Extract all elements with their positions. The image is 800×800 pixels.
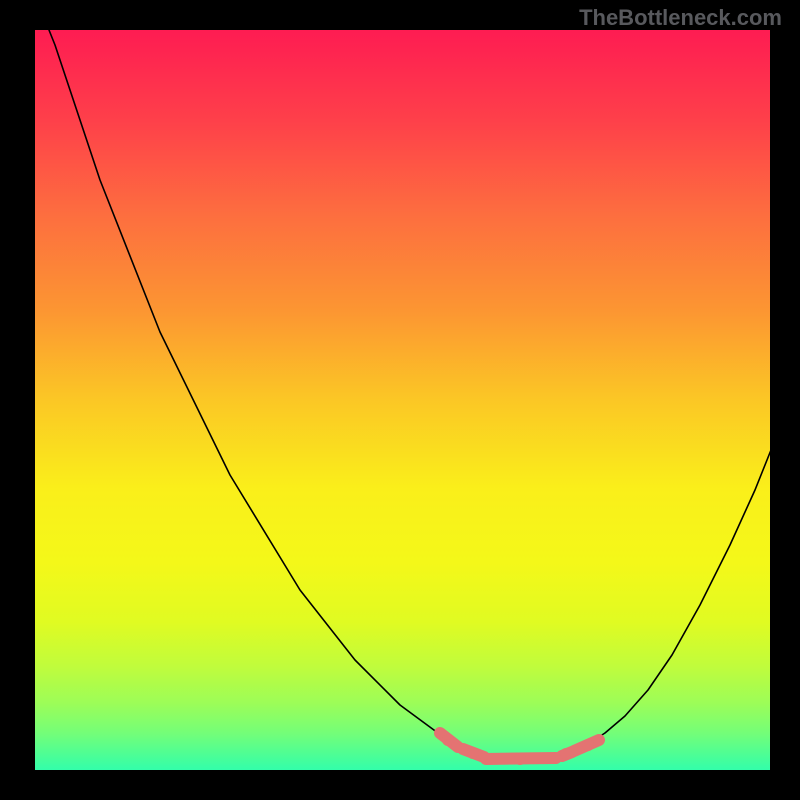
highlight-dot (582, 739, 594, 751)
highlight-dot (560, 748, 572, 760)
watermark-text: TheBottleneck.com (579, 5, 782, 31)
chart-frame-mask (0, 0, 35, 800)
chart-frame-mask (770, 0, 800, 800)
highlight-dot (514, 753, 526, 765)
chart-gradient-background (35, 30, 770, 770)
bottleneck-chart (0, 0, 800, 800)
highlight-dot (467, 747, 479, 759)
chart-canvas (0, 0, 800, 800)
highlight-dot (442, 734, 454, 746)
chart-frame-mask (0, 770, 800, 800)
